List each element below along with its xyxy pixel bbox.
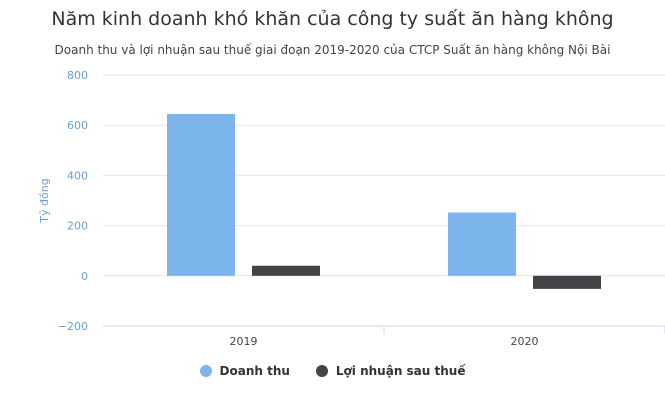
bar-lợi-nhuận-sau-thuế-2020	[533, 275, 601, 289]
y-axis-title: Tỷ đồng	[38, 178, 51, 223]
legend-item-loi-nhuan[interactable]: Lợi nhuận sau thuế	[315, 364, 466, 378]
y-tick-label: 400	[67, 169, 88, 182]
legend-item-doanh-thu[interactable]: Doanh thu	[199, 364, 290, 378]
y-tick-label: 800	[67, 69, 88, 82]
legend: Doanh thu Lợi nhuận sau thuế	[0, 364, 665, 378]
x-tick-label: 2020	[511, 335, 539, 348]
chart-subtitle: Doanh thu và lợi nhuận sau thuế giai đoạ…	[54, 43, 611, 57]
bar-doanh-thu-2019	[167, 113, 235, 276]
bar-doanh-thu-2020	[448, 212, 516, 276]
x-tick-label: 2019	[230, 335, 258, 348]
y-tick-label: 200	[67, 220, 88, 233]
bars	[167, 113, 601, 289]
axes: −200 0 200 400 600 800 Tỷ đồng 2019 2020	[38, 69, 665, 348]
bar-lợi-nhuận-sau-thuế-2019	[252, 265, 320, 276]
y-tick-label: 600	[67, 119, 88, 132]
legend-label: Doanh thu	[219, 364, 290, 378]
y-tick-label: 0	[81, 270, 88, 283]
legend-marker-icon	[199, 365, 212, 377]
legend-marker-icon	[315, 365, 328, 377]
legend-label: Lợi nhuận sau thuế	[335, 364, 466, 378]
y-tick-label: −200	[58, 320, 88, 333]
chart-title: Năm kinh doanh khó khăn của công ty suất…	[51, 8, 614, 30]
